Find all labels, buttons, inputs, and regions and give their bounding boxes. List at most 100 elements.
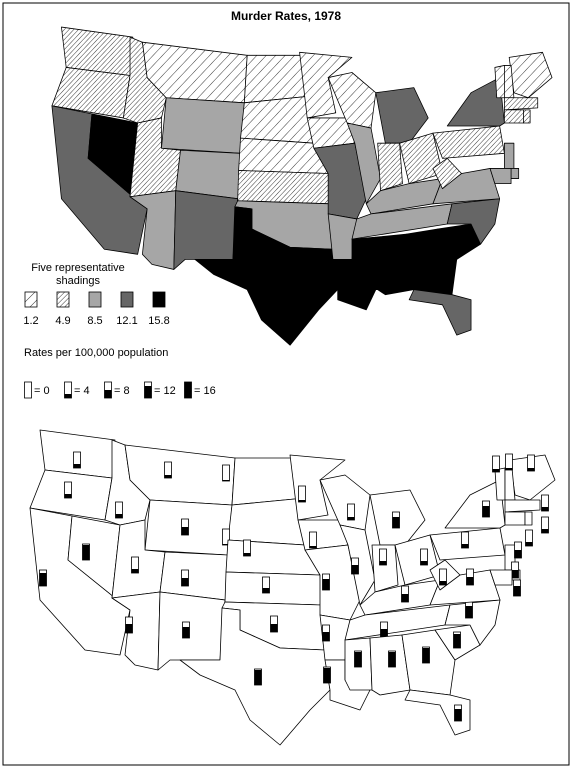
shading-label: 8.5 bbox=[87, 315, 102, 327]
state bbox=[444, 599, 501, 646]
state bbox=[319, 474, 371, 531]
glyph-bar bbox=[164, 475, 172, 478]
state bbox=[444, 479, 506, 529]
glyph-bar bbox=[115, 514, 123, 518]
state bbox=[194, 206, 339, 346]
glyph-bar bbox=[181, 578, 189, 586]
title: Murder Rates, 1978 bbox=[231, 9, 341, 23]
state bbox=[175, 149, 241, 200]
state bbox=[375, 87, 429, 144]
state bbox=[524, 511, 533, 526]
glyph-bar bbox=[388, 652, 396, 667]
state bbox=[432, 125, 505, 159]
glyph-label: = 8 bbox=[114, 385, 130, 397]
state bbox=[227, 497, 306, 546]
shading-label: 4.9 bbox=[55, 315, 70, 327]
state bbox=[371, 544, 399, 593]
legend: 1.2 4.9 8.5 12.1 15.8 = 0 = 4 = 8 = 12 = 16 bbox=[23, 291, 216, 399]
glyph-bar bbox=[347, 517, 355, 520]
glyph-bar bbox=[454, 709, 462, 721]
glyph-bar bbox=[392, 517, 400, 528]
glyph-bar bbox=[262, 588, 270, 593]
shading-swatch bbox=[24, 291, 38, 308]
glyph-frame bbox=[309, 531, 317, 549]
state bbox=[504, 97, 539, 111]
glyph-bar bbox=[505, 468, 513, 470]
state bbox=[159, 551, 229, 601]
shading-swatch bbox=[152, 291, 166, 308]
state bbox=[489, 569, 513, 586]
glyph-bar bbox=[511, 570, 519, 578]
glyph-bar bbox=[309, 546, 317, 548]
state bbox=[405, 228, 458, 296]
glyph-bar bbox=[39, 573, 47, 586]
state bbox=[408, 289, 472, 336]
state bbox=[504, 499, 541, 513]
state bbox=[377, 142, 403, 192]
glyph-bar bbox=[439, 581, 447, 585]
state bbox=[240, 95, 315, 144]
glyph-bar bbox=[323, 668, 331, 683]
state bbox=[523, 109, 531, 124]
state bbox=[224, 571, 323, 606]
state bbox=[327, 72, 377, 129]
glyph-bar bbox=[380, 629, 388, 638]
shading-label: 12.1 bbox=[116, 315, 137, 327]
glyph-bar bbox=[254, 670, 262, 685]
state bbox=[173, 190, 239, 270]
glyph-bar bbox=[222, 480, 230, 481]
glyph-bar bbox=[527, 468, 535, 471]
glyph-bar bbox=[64, 394, 72, 398]
state bbox=[299, 51, 353, 119]
shading-swatch bbox=[88, 291, 102, 308]
state bbox=[346, 122, 381, 205]
state bbox=[504, 511, 526, 526]
glyph-bar bbox=[513, 586, 521, 596]
glyph-bar bbox=[541, 507, 549, 511]
glyph-bar bbox=[298, 500, 306, 502]
glyph-bar bbox=[492, 469, 500, 472]
glyph-bar bbox=[422, 648, 430, 663]
glyph-bar bbox=[243, 553, 251, 556]
shading-legend-title: Five representative shadings bbox=[31, 262, 125, 287]
shaded-map bbox=[51, 26, 553, 346]
glyph-bar bbox=[125, 624, 133, 633]
glyph-frame bbox=[298, 485, 306, 503]
shading-label: 15.8 bbox=[148, 315, 169, 327]
state bbox=[446, 77, 505, 127]
glyph-bar bbox=[351, 565, 359, 574]
glyph-bar bbox=[82, 545, 90, 560]
glyph-bar bbox=[466, 577, 474, 585]
glyph-map bbox=[29, 429, 556, 746]
glyph-bar bbox=[64, 494, 72, 498]
glyph-bar bbox=[104, 390, 112, 398]
state bbox=[375, 233, 415, 296]
glyph-frame bbox=[505, 453, 513, 471]
glyph-frame bbox=[24, 381, 32, 399]
state bbox=[508, 51, 553, 99]
shading-swatch bbox=[56, 291, 70, 308]
state bbox=[494, 65, 505, 99]
glyph-bar bbox=[379, 561, 387, 565]
glyph-bar bbox=[222, 544, 230, 545]
glyph-bar bbox=[461, 544, 469, 548]
glyph-bar bbox=[131, 569, 139, 573]
state bbox=[289, 454, 346, 521]
glyph-bar bbox=[144, 386, 152, 398]
glyph-bar bbox=[514, 550, 522, 558]
state bbox=[504, 142, 515, 169]
glyph-bar bbox=[322, 579, 330, 590]
glyph-label: = 16 bbox=[194, 385, 216, 397]
state bbox=[161, 97, 245, 154]
glyph-bar bbox=[525, 542, 533, 546]
glyph-bar bbox=[465, 606, 473, 618]
state bbox=[489, 168, 512, 185]
glyph-bar bbox=[420, 561, 428, 565]
state bbox=[432, 157, 462, 190]
glyph-bar bbox=[453, 634, 461, 648]
state bbox=[446, 198, 501, 245]
glyph-bar bbox=[322, 632, 330, 641]
state bbox=[157, 591, 226, 671]
glyph-frame bbox=[222, 464, 230, 482]
